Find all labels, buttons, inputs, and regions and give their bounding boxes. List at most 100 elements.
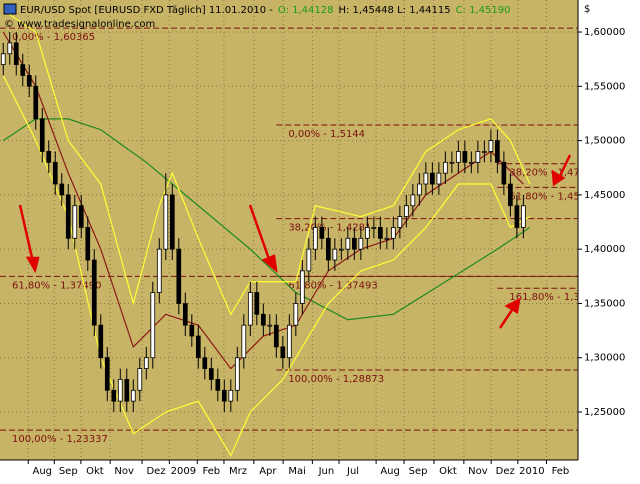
candle-body <box>280 346 286 359</box>
candle-body <box>111 389 117 402</box>
fib-label: 100,00% - 1,23337 <box>12 434 108 445</box>
candle-body <box>273 324 279 348</box>
candle-body <box>78 205 84 228</box>
x-tick-label: Aug <box>32 466 52 477</box>
candle-body <box>176 248 182 304</box>
candle-body <box>98 324 104 359</box>
candle-body <box>33 85 39 120</box>
candle-body <box>72 205 78 239</box>
candle-body <box>436 172 442 185</box>
candle-body <box>482 151 487 153</box>
fib-label: 161,80% - 1,364 <box>509 292 592 303</box>
x-tick-label: Okt <box>86 466 104 477</box>
y-tick-label: 1,30000 <box>584 353 625 364</box>
candle-body <box>247 292 253 326</box>
candle-body <box>137 368 143 391</box>
candle-body <box>423 172 429 185</box>
candle-body <box>52 161 58 185</box>
candle-body <box>312 227 318 250</box>
candle-body <box>495 140 500 163</box>
candle-body <box>143 357 149 369</box>
candle-body <box>59 183 65 196</box>
x-tick-label: Aug <box>380 466 400 477</box>
x-tick-label: Mrz <box>229 466 247 477</box>
candle-body <box>371 227 377 229</box>
candle-body <box>221 389 227 402</box>
candle-body <box>189 324 195 337</box>
candle-body <box>26 75 32 87</box>
candle-body <box>364 227 370 239</box>
candle-body <box>234 357 240 391</box>
candle-body <box>508 183 513 207</box>
candle-body <box>345 237 351 250</box>
candle-body <box>319 227 325 239</box>
x-tick-label: Feb <box>202 466 220 477</box>
watermark: © www.tradesignalonline.com <box>4 19 155 30</box>
header-title: EUR/USD Spot [EURUSD FXD Täglich] 11.01.… <box>20 5 273 16</box>
candle-body <box>332 248 338 261</box>
indicator-line <box>2 118 531 321</box>
candle-body <box>7 42 13 55</box>
candle-body <box>469 161 474 164</box>
candle-body <box>410 194 416 207</box>
candle-body <box>91 259 97 326</box>
candle-body <box>65 194 71 239</box>
candle-body <box>130 389 136 402</box>
x-tick-label: 2010 <box>519 466 544 477</box>
candle-body <box>338 248 344 251</box>
x-tick-label: 2009 <box>171 466 196 477</box>
candle-body <box>169 194 175 250</box>
candle-body <box>20 64 26 76</box>
header-icon <box>3 3 17 15</box>
y-tick-label: 1,60000 <box>584 27 625 38</box>
candle-body <box>156 248 162 293</box>
candle-body <box>462 151 468 163</box>
x-tick-label: Mai <box>288 466 306 477</box>
x-tick-label: Apr <box>259 466 277 477</box>
fib-label: 100,00% - 1,28873 <box>288 374 384 385</box>
candle-body <box>397 216 403 228</box>
candle-body <box>0 53 6 65</box>
quote-close: C: 1,45190 <box>456 5 511 16</box>
candle-body <box>202 357 208 369</box>
fib-label: 0,00% - 1,60365 <box>12 32 95 43</box>
candle-body <box>85 227 91 261</box>
candle-body <box>260 313 266 326</box>
fib-label: 61,80% - 1,37490 <box>12 280 101 291</box>
indicator-line <box>2 75 531 457</box>
candle-body <box>241 324 247 359</box>
candle-body <box>475 151 481 163</box>
y-tick-label: 1,45000 <box>584 190 625 201</box>
candle-body <box>215 379 221 391</box>
x-tick-label: Sep <box>59 466 78 477</box>
candle-body <box>117 379 123 402</box>
candle-body <box>163 194 169 250</box>
x-tick-label: Dez <box>496 466 515 477</box>
candle-body <box>39 118 45 152</box>
plot-area <box>0 0 578 460</box>
y-tick-label: 1,55000 <box>584 81 625 92</box>
candle-body <box>150 292 156 359</box>
candle-body <box>377 227 383 239</box>
candle-body <box>456 151 461 163</box>
fib-label: 0,00% - 1,5144 <box>288 129 365 140</box>
fib-label: 38,20% - 1,4787 <box>509 168 592 179</box>
x-tick-label: Sep <box>409 466 428 477</box>
candle-body <box>254 292 260 315</box>
x-tick-label: Jun <box>318 466 335 477</box>
fib-label: 61,80% - 1,37493 <box>288 280 377 291</box>
candle-body <box>104 357 110 391</box>
candle-body <box>443 161 448 174</box>
candle-body <box>182 303 188 326</box>
candle-body <box>195 335 201 359</box>
x-tick-label: Okt <box>439 466 457 477</box>
candle-body <box>286 324 292 359</box>
y-tick-label: 1,25000 <box>584 407 625 418</box>
y-tick-label: 1,50000 <box>584 136 625 147</box>
candle-body <box>267 324 273 327</box>
candle-body <box>351 237 357 250</box>
y-unit: $ <box>584 4 590 15</box>
fib-label: 61,80% - 1,4569 <box>509 191 592 202</box>
candle-body <box>417 183 422 196</box>
candle-body <box>46 151 52 163</box>
